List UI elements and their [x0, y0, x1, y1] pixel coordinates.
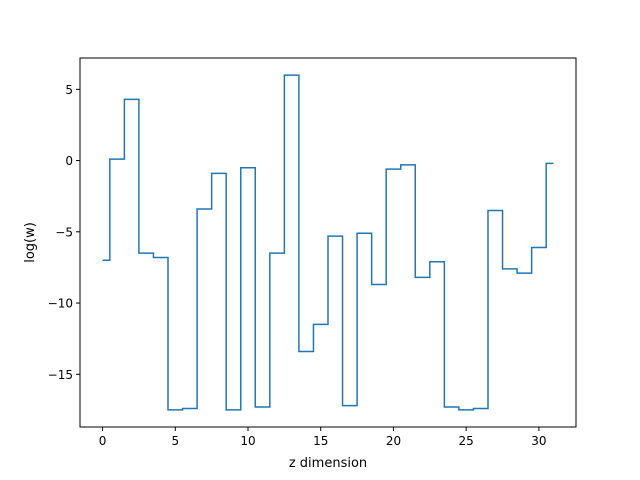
x-tick-label: 15	[313, 434, 328, 448]
x-tick-label: 20	[386, 434, 401, 448]
axes-frame	[79, 57, 577, 428]
axes	[79, 57, 577, 428]
x-tick-label: 30	[531, 434, 546, 448]
y-tick-label: 0	[65, 154, 73, 168]
x-tick-label: 25	[459, 434, 474, 448]
y-axis-ticks: −15 −10 −5 0 5	[48, 83, 80, 382]
x-tick-label: 5	[171, 434, 179, 448]
x-tick-label: 10	[240, 434, 255, 448]
x-axis-ticks: 0 5 10 15 20 25 30	[99, 427, 547, 448]
x-axis-label: z dimension	[289, 456, 367, 471]
y-tick-label: −10	[48, 297, 73, 311]
y-tick-label: 5	[65, 83, 73, 97]
y-axis-label: log(w)	[23, 222, 38, 263]
x-tick-label: 0	[99, 434, 107, 448]
y-tick-label: −5	[55, 225, 73, 239]
series-0-step-line	[102, 74, 554, 411]
y-tick-label: −15	[48, 368, 73, 382]
series-layer	[102, 74, 554, 411]
